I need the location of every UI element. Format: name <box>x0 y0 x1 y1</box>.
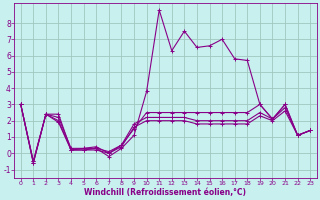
X-axis label: Windchill (Refroidissement éolien,°C): Windchill (Refroidissement éolien,°C) <box>84 188 246 197</box>
